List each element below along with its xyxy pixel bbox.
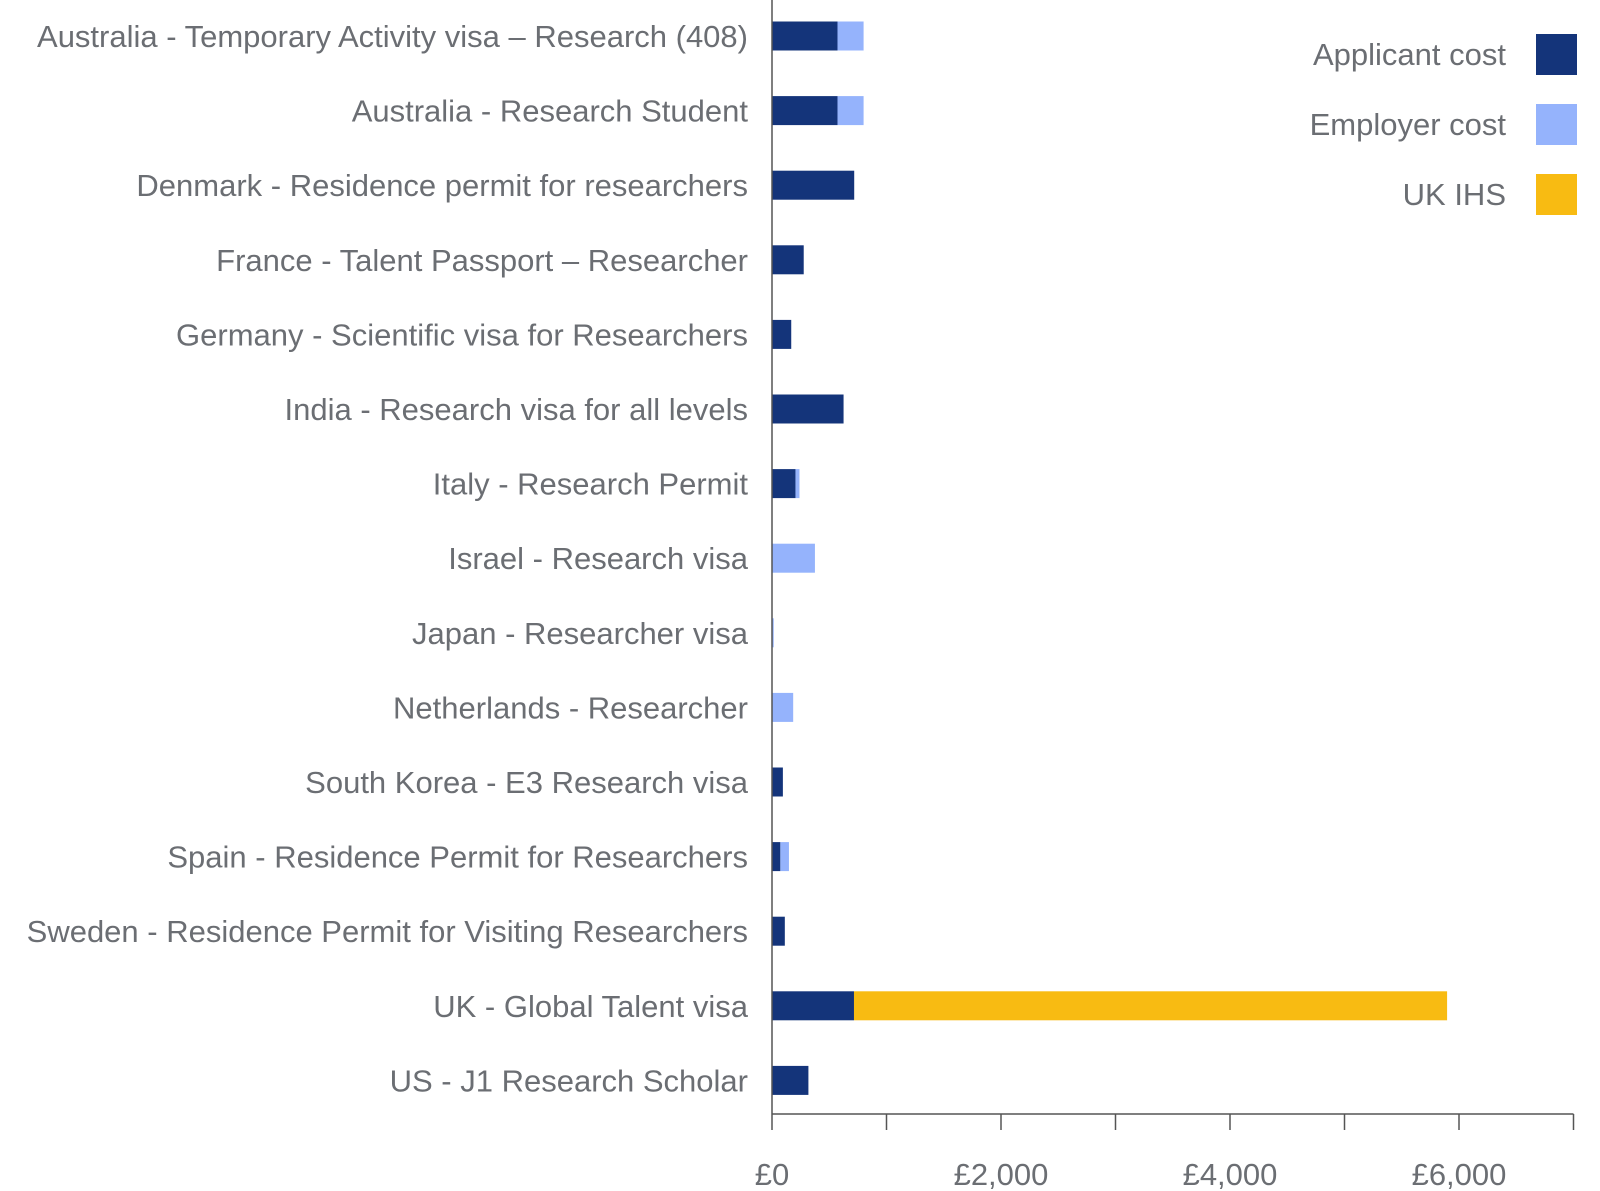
x-tick-label-7: £6,000 [1412, 1157, 1507, 1191]
bar-segment-1-row-13 [772, 916, 785, 946]
legend-label-3: UK IHS [1403, 177, 1506, 212]
bar-segment-1-row-11 [772, 767, 783, 797]
bar-segment-2-row-12 [780, 842, 789, 872]
category-label-3: Denmark - Residence permit for researche… [136, 168, 748, 203]
legend-swatch-3 [1536, 174, 1577, 215]
bar-segment-2-row-1 [837, 21, 864, 51]
bar-segment-1-row-12 [772, 842, 781, 872]
legend-label-1: Applicant cost [1313, 37, 1506, 72]
category-labels: Australia - Temporary Activity visa – Re… [27, 19, 749, 1098]
category-label-1: Australia - Temporary Activity visa – Re… [37, 19, 748, 54]
category-label-11: South Korea - E3 Research visa [305, 765, 749, 800]
category-label-10: Netherlands - Researcher [393, 690, 748, 725]
bar-segment-2-row-9 [772, 618, 774, 648]
legend: Applicant cost Employer cost UK IHS [1310, 34, 1577, 215]
bar-segment-2-row-7 [795, 469, 800, 499]
category-label-4: France - Talent Passport – Researcher [216, 243, 748, 278]
category-label-15: US - J1 Research Scholar [390, 1063, 748, 1098]
category-label-6: India - Research visa for all levels [285, 392, 748, 427]
legend-label-2: Employer cost [1310, 107, 1507, 142]
bar-segment-1-row-15 [772, 1065, 809, 1095]
bar-segment-1-row-3 [772, 170, 855, 200]
bar-segment-2-row-10 [772, 692, 794, 722]
x-tick-label-5: £4,000 [1183, 1157, 1278, 1191]
x-tick-label-1: £0 [755, 1157, 789, 1191]
bar-segment-3-row-14 [853, 991, 1448, 1021]
category-label-8: Israel - Research visa [448, 541, 749, 576]
legend-swatch-2 [1536, 104, 1577, 145]
bar-segment-1-row-2 [772, 96, 838, 126]
category-label-12: Spain - Residence Permit for Researchers [167, 840, 748, 875]
x-axis: £0 £2,000 £4,000 £6,000 [755, 0, 1575, 1191]
category-label-13: Sweden - Residence Permit for Visiting R… [27, 914, 748, 949]
category-label-9: Japan - Researcher visa [412, 616, 749, 651]
category-label-7: Italy - Research Permit [433, 467, 749, 502]
bar-segment-1-row-5 [772, 319, 792, 349]
bar-segment-1-row-6 [772, 394, 844, 424]
category-label-2: Australia - Research Student [352, 94, 749, 129]
bars-layer [772, 21, 1448, 1095]
bar-segment-1-row-14 [772, 991, 854, 1021]
bar-segment-2-row-8 [772, 543, 815, 573]
bar-segment-1-row-7 [772, 469, 796, 499]
x-tick-label-3: £2,000 [954, 1157, 1049, 1191]
bar-segment-2-row-2 [837, 96, 864, 126]
bar-segment-1-row-1 [772, 21, 838, 51]
category-label-5: Germany - Scientific visa for Researcher… [176, 317, 748, 352]
bar-segment-1-row-4 [772, 245, 804, 275]
category-label-14: UK - Global Talent visa [433, 989, 748, 1024]
legend-swatch-1 [1536, 34, 1577, 75]
